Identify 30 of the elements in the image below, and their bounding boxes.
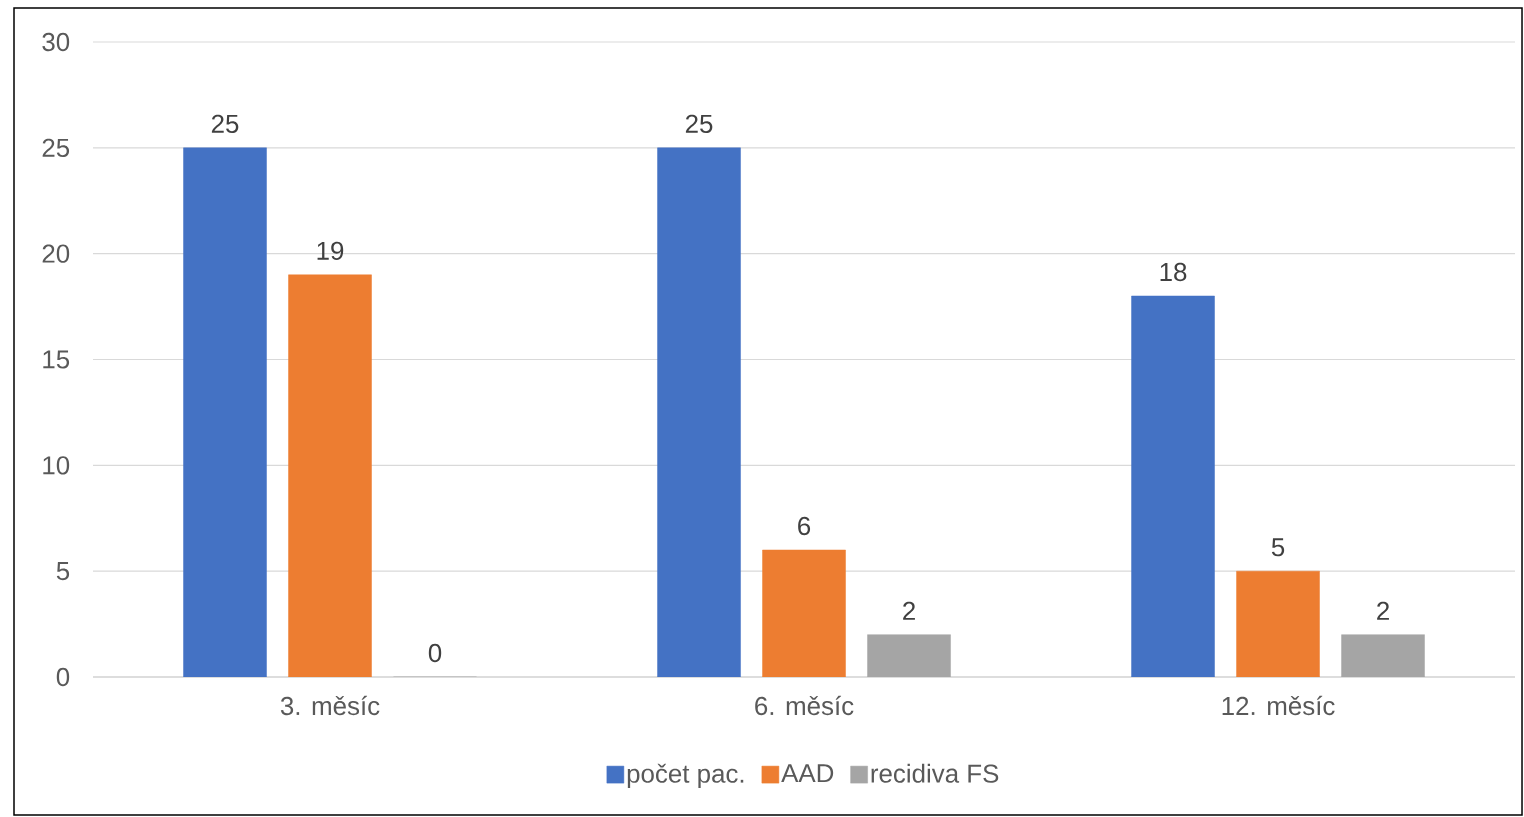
data-label: 5: [1271, 538, 1285, 557]
legend-label: AAD: [781, 764, 834, 783]
data-label: 2: [903, 601, 915, 620]
legend-label: počet pac.: [627, 763, 744, 788]
data-label: 6: [798, 516, 811, 536]
data-label: 25: [685, 114, 713, 133]
x-tick-label: 3. měsíc: [280, 695, 380, 716]
legend-label: recidiva FS: [871, 763, 999, 783]
y-tick-label: 0: [56, 667, 70, 687]
bar: [1236, 570, 1320, 677]
data-label: 18: [1160, 262, 1187, 282]
bar: [183, 147, 267, 677]
y-tick-label: 10: [43, 456, 70, 475]
y-tick-label: 15: [43, 350, 70, 369]
y-tick-label: 30: [42, 32, 70, 52]
bar: [1131, 295, 1215, 677]
bar: [657, 147, 741, 677]
y-tick-label: 5: [56, 562, 70, 581]
x-tick-label: 12. měsíc: [1222, 695, 1335, 716]
bar: [288, 274, 372, 677]
y-tick-label: 25: [42, 138, 70, 157]
data-label: 2: [1377, 601, 1389, 620]
data-label: 25: [211, 114, 239, 133]
bar: [1341, 634, 1425, 677]
data-label: 0: [428, 643, 442, 663]
bar: [867, 634, 951, 677]
bar: [762, 549, 846, 677]
data-label: 19: [317, 241, 344, 260]
y-tick-label: 20: [42, 244, 70, 263]
x-tick-label: 6. měsíc: [755, 695, 854, 716]
